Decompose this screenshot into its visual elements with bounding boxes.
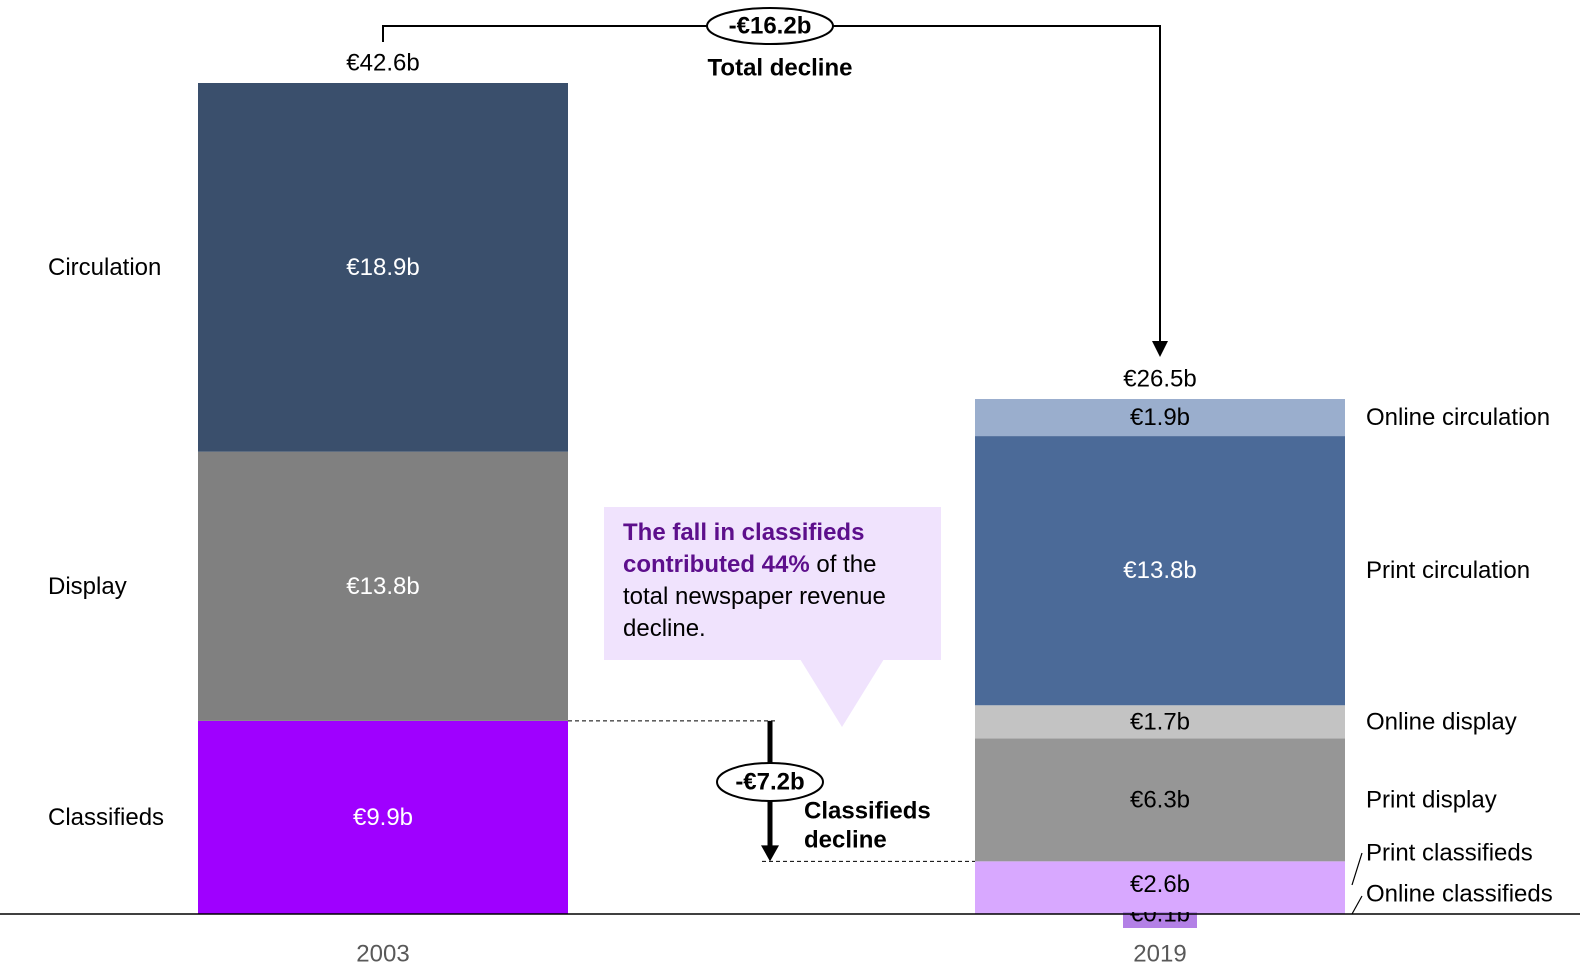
annotations-layer: Classifieds Display Circulation €42.6b 2003 O…: [0, 7, 1580, 968]
classifieds-decline-arrowhead: [761, 845, 779, 862]
category-label-classifieds: Classifieds: [48, 804, 164, 831]
category-label-online-circulation: Online circulation: [1366, 404, 1550, 431]
leader-print-classifieds: [1351, 852, 1363, 886]
bar-segment-2003-classifieds: [198, 720, 568, 914]
total-decline-value: -€16.2b: [729, 13, 812, 40]
category-label-online-display: Online display: [1366, 708, 1517, 735]
bar-segment-2019-online-display: [975, 705, 1345, 739]
value-label-2003-circulation: €18.9b: [346, 254, 419, 281]
bar-segment-2003-circulation: [198, 83, 568, 452]
leader-online-classifieds: [1351, 895, 1363, 915]
year-label-2003: 2003: [356, 941, 409, 968]
total-decline-label: Total decline: [708, 55, 853, 82]
value-label-2019-print-display: €6.3b: [1130, 786, 1190, 813]
value-label-2003-classifieds: €9.9b: [353, 804, 413, 831]
classifieds-decline-value: -€7.2b: [735, 769, 804, 796]
category-label-print-circulation: Print circulation: [1366, 557, 1530, 584]
callout-highlight-2: contributed 44%: [623, 551, 810, 578]
classifieds-decline-badge: [716, 762, 824, 802]
total-decline-arrowhead: [1152, 341, 1168, 357]
callout-tail: [800, 659, 884, 727]
total-decline-badge: [706, 7, 834, 45]
category-label-online-classifieds: Online classifieds: [1366, 881, 1553, 908]
value-label-2019-print-classifieds: €2.6b: [1130, 871, 1190, 898]
bar-segment-2003-display: [198, 451, 568, 721]
value-label-2003-display: €13.8b: [346, 573, 419, 600]
classifieds-decline-label-2: decline: [804, 827, 887, 854]
insight-callout: The fall in classifieds contributed 44% …: [604, 507, 941, 660]
callout-text-3: total newspaper revenue: [623, 583, 886, 610]
bar-segment-2019-online-circulation: [975, 399, 1345, 437]
year-label-2019: 2019: [1133, 941, 1186, 968]
callout-text-2: of the: [809, 551, 877, 578]
category-label-print-classifieds: Print classifieds: [1366, 840, 1533, 867]
bar-segment-2019-print-classifieds: [975, 861, 1345, 913]
category-label-display: Display: [48, 573, 127, 600]
callout-text-4: decline.: [623, 615, 706, 642]
bar-segment-2019-print-display: [975, 738, 1345, 862]
value-label-2019-online-display: €1.7b: [1130, 708, 1190, 735]
category-label-print-display: Print display: [1366, 786, 1497, 813]
total-label-2019: €26.5b: [1123, 366, 1196, 393]
classifieds-decline-label-1: Classifieds: [804, 798, 931, 825]
value-label-2019-print-circulation: €13.8b: [1123, 557, 1196, 584]
category-label-circulation: Circulation: [48, 254, 161, 281]
bar-segment-2019-print-circulation: [975, 436, 1345, 706]
total-label-2003: €42.6b: [346, 50, 419, 77]
callout-highlight-1: The fall in classifieds: [623, 519, 865, 546]
value-label-2019-online-circulation: €1.9b: [1130, 404, 1190, 431]
